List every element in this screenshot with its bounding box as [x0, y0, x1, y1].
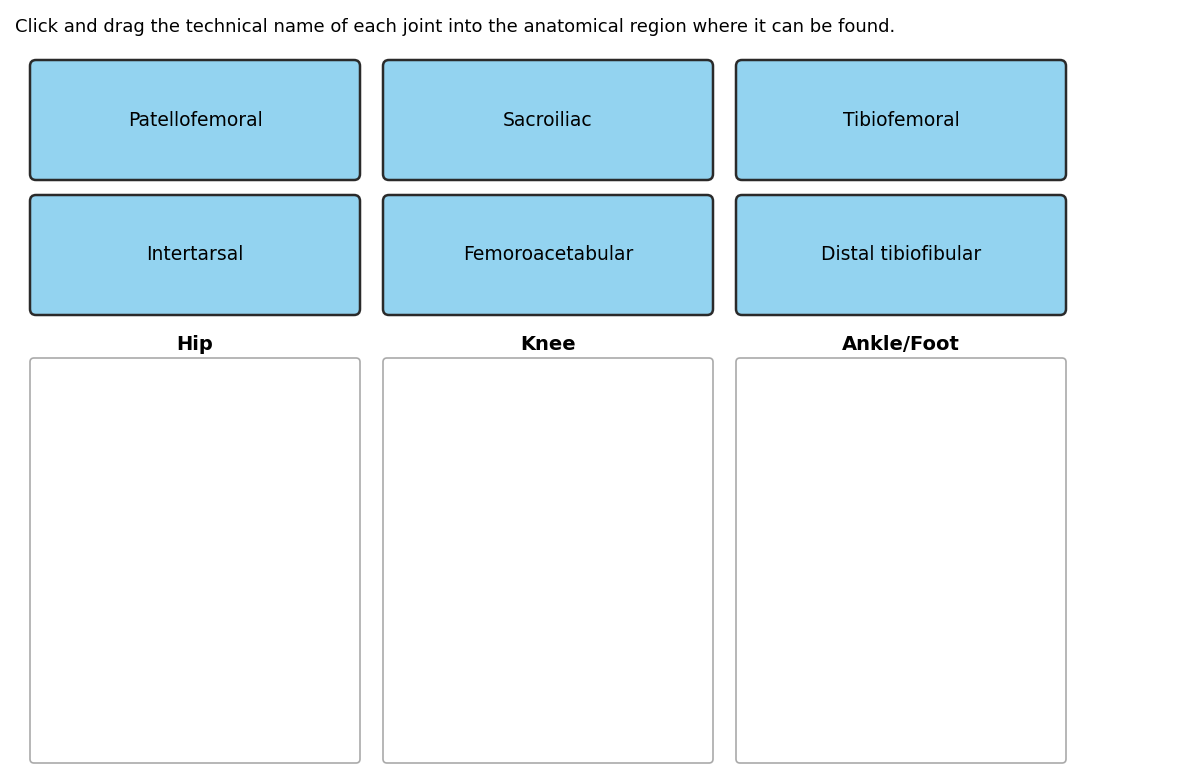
FancyBboxPatch shape: [736, 195, 1066, 315]
FancyBboxPatch shape: [736, 358, 1066, 763]
Text: Knee: Knee: [520, 335, 576, 354]
Text: Hip: Hip: [176, 335, 214, 354]
FancyBboxPatch shape: [383, 60, 713, 180]
Text: Tibiofemoral: Tibiofemoral: [842, 111, 959, 130]
Text: Intertarsal: Intertarsal: [146, 246, 244, 264]
Text: Ankle/Foot: Ankle/Foot: [842, 335, 960, 354]
FancyBboxPatch shape: [383, 358, 713, 763]
FancyBboxPatch shape: [30, 358, 360, 763]
Text: Patellofemoral: Patellofemoral: [127, 111, 263, 130]
FancyBboxPatch shape: [30, 60, 360, 180]
FancyBboxPatch shape: [736, 60, 1066, 180]
Text: Femoroacetabular: Femoroacetabular: [463, 246, 634, 264]
Text: Click and drag the technical name of each joint into the anatomical region where: Click and drag the technical name of eac…: [14, 18, 895, 36]
Text: Sacroiliac: Sacroiliac: [503, 111, 593, 130]
FancyBboxPatch shape: [30, 195, 360, 315]
FancyBboxPatch shape: [383, 195, 713, 315]
Text: Distal tibiofibular: Distal tibiofibular: [821, 246, 982, 264]
